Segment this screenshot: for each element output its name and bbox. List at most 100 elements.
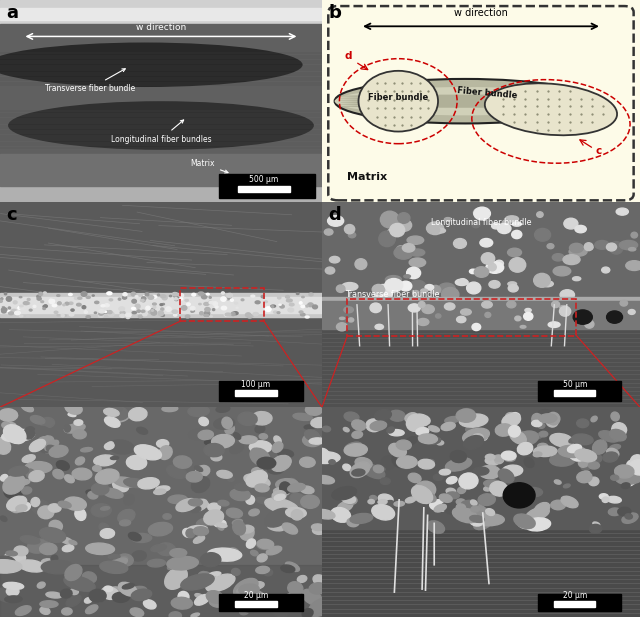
Ellipse shape xyxy=(0,43,303,87)
Ellipse shape xyxy=(308,597,335,616)
Ellipse shape xyxy=(618,507,631,516)
Ellipse shape xyxy=(200,312,204,315)
Ellipse shape xyxy=(179,294,184,297)
Ellipse shape xyxy=(417,318,429,326)
Ellipse shape xyxy=(558,445,586,458)
Ellipse shape xyxy=(507,301,516,308)
Ellipse shape xyxy=(472,434,483,442)
Ellipse shape xyxy=(27,302,29,304)
Ellipse shape xyxy=(559,305,567,309)
Ellipse shape xyxy=(152,303,156,305)
Ellipse shape xyxy=(480,239,493,247)
Ellipse shape xyxy=(537,212,543,217)
Ellipse shape xyxy=(461,309,471,315)
Ellipse shape xyxy=(429,426,440,432)
Ellipse shape xyxy=(585,320,594,328)
Ellipse shape xyxy=(510,431,526,444)
Ellipse shape xyxy=(520,326,526,328)
Ellipse shape xyxy=(268,465,284,474)
Ellipse shape xyxy=(74,420,83,425)
Ellipse shape xyxy=(564,218,578,229)
Ellipse shape xyxy=(174,295,180,298)
Ellipse shape xyxy=(191,507,201,513)
Ellipse shape xyxy=(187,303,190,305)
Ellipse shape xyxy=(36,295,40,298)
Ellipse shape xyxy=(312,526,325,534)
Ellipse shape xyxy=(340,102,590,106)
Ellipse shape xyxy=(84,311,87,313)
Ellipse shape xyxy=(343,428,349,432)
Ellipse shape xyxy=(319,449,330,458)
Ellipse shape xyxy=(249,509,259,516)
Ellipse shape xyxy=(540,431,548,437)
Ellipse shape xyxy=(104,311,107,312)
Ellipse shape xyxy=(173,293,178,296)
Ellipse shape xyxy=(538,410,559,423)
Ellipse shape xyxy=(548,322,560,328)
Ellipse shape xyxy=(216,523,227,528)
Ellipse shape xyxy=(19,560,45,572)
Ellipse shape xyxy=(168,563,175,569)
Ellipse shape xyxy=(472,220,480,228)
Ellipse shape xyxy=(251,295,255,297)
Text: Fiber bundle: Fiber bundle xyxy=(368,93,428,102)
Text: d: d xyxy=(344,51,352,60)
Ellipse shape xyxy=(206,574,235,592)
Ellipse shape xyxy=(611,412,620,421)
Ellipse shape xyxy=(225,296,230,300)
Ellipse shape xyxy=(56,461,69,470)
Bar xyxy=(0,202,322,300)
Ellipse shape xyxy=(178,592,189,602)
Ellipse shape xyxy=(113,592,129,602)
Ellipse shape xyxy=(66,595,81,607)
Ellipse shape xyxy=(92,295,94,296)
Ellipse shape xyxy=(610,242,623,254)
Ellipse shape xyxy=(65,302,69,305)
Ellipse shape xyxy=(409,280,426,293)
Ellipse shape xyxy=(244,474,270,487)
Ellipse shape xyxy=(607,311,623,323)
Ellipse shape xyxy=(239,609,248,615)
Ellipse shape xyxy=(580,471,589,476)
Ellipse shape xyxy=(568,450,587,461)
Ellipse shape xyxy=(102,488,123,499)
Ellipse shape xyxy=(426,222,444,234)
Ellipse shape xyxy=(385,278,403,292)
Ellipse shape xyxy=(0,437,11,454)
Ellipse shape xyxy=(154,489,166,494)
Ellipse shape xyxy=(13,301,17,304)
Ellipse shape xyxy=(204,302,209,305)
Ellipse shape xyxy=(223,597,232,603)
Ellipse shape xyxy=(370,303,381,313)
Ellipse shape xyxy=(278,449,294,457)
Ellipse shape xyxy=(167,557,198,570)
Ellipse shape xyxy=(383,500,394,509)
Ellipse shape xyxy=(240,525,254,540)
Ellipse shape xyxy=(45,441,59,450)
Ellipse shape xyxy=(581,463,591,470)
Ellipse shape xyxy=(419,434,437,444)
Ellipse shape xyxy=(37,582,45,588)
Ellipse shape xyxy=(185,299,188,301)
Ellipse shape xyxy=(623,476,636,486)
Ellipse shape xyxy=(271,605,290,617)
Ellipse shape xyxy=(88,491,98,499)
Ellipse shape xyxy=(389,444,406,457)
Ellipse shape xyxy=(57,315,60,316)
Ellipse shape xyxy=(313,575,328,586)
Ellipse shape xyxy=(141,448,152,457)
Ellipse shape xyxy=(223,548,239,561)
Ellipse shape xyxy=(193,527,209,536)
Ellipse shape xyxy=(170,296,172,297)
Ellipse shape xyxy=(120,314,125,317)
Ellipse shape xyxy=(188,499,202,506)
Ellipse shape xyxy=(579,454,591,467)
Ellipse shape xyxy=(343,495,357,505)
Text: Matrix: Matrix xyxy=(191,159,228,173)
Ellipse shape xyxy=(65,402,82,414)
Ellipse shape xyxy=(212,308,215,310)
Ellipse shape xyxy=(210,316,212,317)
Ellipse shape xyxy=(257,457,276,469)
Ellipse shape xyxy=(602,497,609,502)
Ellipse shape xyxy=(221,297,226,301)
